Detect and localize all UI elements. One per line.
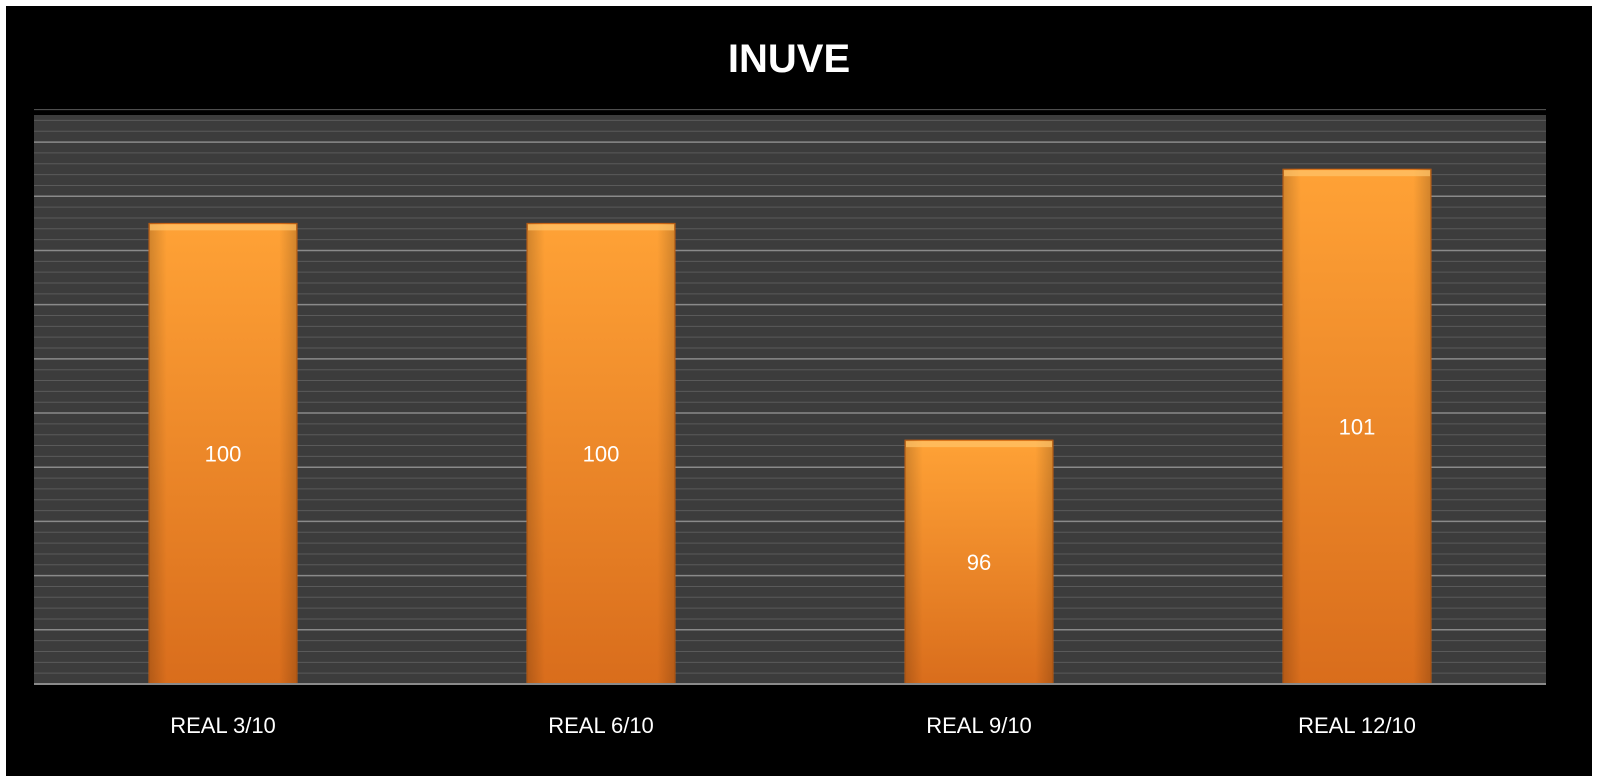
bar-4: [1282, 168, 1432, 685]
bar-3: [904, 439, 1054, 685]
x-tick-label-1: REAL 3/10: [170, 713, 276, 738]
bar-shading: [1283, 169, 1431, 684]
x-tick-label-2: REAL 6/10: [548, 713, 654, 738]
x-tick-label-3: REAL 9/10: [926, 713, 1032, 738]
data-label-3: 96: [967, 550, 991, 575]
bar-shading: [149, 223, 297, 684]
x-tick-labels: REAL 3/10 REAL 6/10 REAL 9/10 REAL 12/10: [170, 713, 1416, 738]
bar-highlight: [1284, 170, 1430, 177]
data-label-4: 101: [1339, 415, 1376, 440]
data-label-2: 100: [583, 442, 620, 467]
x-tick-label-4: REAL 12/10: [1298, 713, 1416, 738]
bars: [148, 168, 1432, 685]
bar-1: [148, 222, 298, 685]
chart-title: INUVE: [728, 37, 850, 81]
data-label-1: 100: [205, 442, 242, 467]
bar-shading: [905, 440, 1053, 684]
bar-shading: [527, 223, 675, 684]
bar-2: [526, 222, 676, 685]
bar-highlight: [150, 224, 296, 231]
bar-highlight: [528, 224, 674, 231]
bar-highlight: [906, 441, 1052, 448]
data-labels: 100 100 96 101: [205, 415, 1376, 575]
